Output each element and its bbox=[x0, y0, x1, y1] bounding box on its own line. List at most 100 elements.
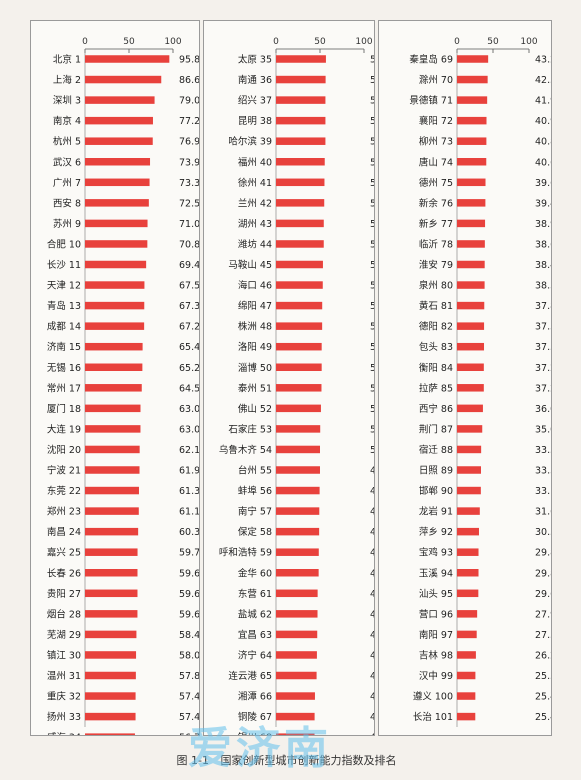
chart-panel-3: 0 50 100 秦皇岛 69 43.27 滁州 70 42.56 景德镇 71 41.90 襄阳… bbox=[378, 20, 552, 736]
value-label: 53.14 bbox=[370, 281, 374, 292]
category-label: 宜昌 63 bbox=[238, 629, 272, 641]
data-bar bbox=[85, 692, 136, 700]
value-label: 48.61 bbox=[370, 548, 374, 559]
data-bar bbox=[457, 507, 480, 515]
category-label: 合肥 10 bbox=[47, 238, 81, 250]
data-bar bbox=[276, 733, 315, 735]
category-label: 重庆 32 bbox=[47, 691, 81, 703]
category-label: 汕头 95 bbox=[419, 588, 453, 600]
data-bar bbox=[85, 733, 135, 735]
category-label: 济南 15 bbox=[47, 341, 81, 353]
x-tick-label: 100 bbox=[164, 37, 181, 47]
data-bar bbox=[85, 712, 136, 721]
category-label: 铜陵 67 bbox=[238, 711, 272, 723]
data-bar bbox=[457, 548, 479, 556]
bar-chart-2: 0 50 100 太原 35 56.74 南通 36 56.37 绍兴 37 56.17 昆明 3… bbox=[219, 37, 374, 735]
data-bar bbox=[276, 569, 319, 577]
value-label: 57.48 bbox=[179, 692, 199, 703]
data-bar bbox=[85, 301, 145, 310]
category-label: 成都 14 bbox=[47, 321, 81, 333]
category-label: 威海 34 bbox=[47, 732, 81, 735]
data-bar bbox=[457, 651, 476, 659]
value-label: 57.80 bbox=[179, 671, 199, 682]
data-bar bbox=[457, 363, 484, 371]
value-label: 65.46 bbox=[179, 342, 199, 353]
category-label: 镇江 30 bbox=[47, 649, 81, 661]
data-bar bbox=[276, 75, 326, 84]
data-bar bbox=[457, 158, 487, 166]
value-label: 38.97 bbox=[535, 219, 551, 230]
data-bar bbox=[276, 301, 323, 310]
data-bar bbox=[85, 199, 149, 207]
value-label: 37.59 bbox=[535, 322, 551, 333]
value-label: 63.06 bbox=[179, 404, 199, 415]
data-bar bbox=[276, 219, 324, 228]
bar-chart-1: 0 50 100 北京 1 95.84 上海 2 86.66 深圳 3 79.06 南京 4 77.… bbox=[47, 37, 199, 735]
value-label: 55.38 bbox=[370, 157, 374, 168]
category-label: 台州 55 bbox=[238, 465, 272, 477]
value-label: 40.98 bbox=[535, 116, 551, 127]
value-label: 95.84 bbox=[179, 55, 199, 66]
data-bar bbox=[276, 199, 325, 207]
value-label: 71.07 bbox=[179, 219, 199, 230]
value-label: 57.44 bbox=[179, 712, 199, 723]
data-bar bbox=[85, 260, 147, 269]
category-label: 荆门 87 bbox=[419, 423, 453, 435]
category-label: 柳州 73 bbox=[419, 136, 453, 148]
data-bar bbox=[276, 260, 323, 269]
data-bar bbox=[85, 55, 170, 63]
value-label: 46.86 bbox=[370, 630, 374, 641]
value-label: 61.95 bbox=[179, 466, 199, 477]
value-label: 39.43 bbox=[535, 198, 551, 209]
value-label: 67.20 bbox=[179, 322, 199, 333]
data-bar bbox=[85, 445, 140, 454]
value-label: 38.34 bbox=[535, 281, 551, 292]
category-label: 株洲 48 bbox=[238, 321, 272, 333]
value-label: 33.32 bbox=[535, 466, 551, 477]
value-label: 25.48 bbox=[535, 692, 551, 703]
category-label: 贵阳 27 bbox=[47, 588, 81, 600]
category-label: 嘉兴 25 bbox=[47, 547, 81, 559]
data-bar bbox=[457, 445, 482, 454]
data-bar bbox=[457, 425, 483, 433]
value-label: 37.27 bbox=[535, 363, 551, 374]
value-label: 61.13 bbox=[179, 507, 199, 518]
category-label: 湘潭 66 bbox=[238, 691, 272, 703]
category-label: 天津 12 bbox=[47, 281, 81, 292]
data-bar bbox=[457, 712, 476, 721]
data-bar bbox=[457, 671, 476, 680]
data-bar bbox=[457, 301, 485, 310]
category-label: 兰州 42 bbox=[238, 197, 272, 209]
data-bar bbox=[85, 322, 145, 330]
value-label: 51.68 bbox=[370, 383, 374, 394]
value-label: 52.51 bbox=[370, 301, 374, 312]
data-bar bbox=[85, 507, 139, 515]
category-label: 温州 31 bbox=[47, 671, 81, 682]
value-label: 58.43 bbox=[179, 630, 199, 641]
value-label: 47.31 bbox=[370, 589, 374, 600]
value-label: 77.23 bbox=[179, 116, 199, 127]
data-bar bbox=[85, 240, 148, 248]
category-label: 营口 96 bbox=[419, 608, 453, 620]
value-label: 50.24 bbox=[370, 424, 374, 435]
category-label: 沈阳 20 bbox=[47, 444, 81, 456]
value-label: 29.89 bbox=[535, 548, 551, 559]
value-label: 51.91 bbox=[370, 342, 374, 353]
category-label: 广州 7 bbox=[53, 177, 81, 189]
category-label: 吉林 98 bbox=[419, 649, 453, 661]
category-label: 潍坊 44 bbox=[238, 238, 272, 250]
category-label: 石家庄 53 bbox=[228, 423, 272, 435]
value-label: 73.36 bbox=[179, 178, 199, 189]
category-label: 宁波 21 bbox=[47, 465, 81, 477]
value-label: 73.90 bbox=[179, 157, 199, 168]
value-label: 43.27 bbox=[535, 55, 551, 66]
value-label: 33.53 bbox=[535, 445, 551, 456]
value-label: 29.88 bbox=[535, 568, 551, 579]
value-label: 54.29 bbox=[370, 219, 374, 230]
category-label: 郑州 23 bbox=[47, 506, 81, 518]
category-label: 徐州 41 bbox=[238, 177, 272, 189]
value-label: 29.64 bbox=[535, 589, 551, 600]
category-label: 大连 19 bbox=[47, 423, 81, 435]
data-bar bbox=[457, 527, 479, 536]
value-label: 25.40 bbox=[535, 712, 551, 723]
